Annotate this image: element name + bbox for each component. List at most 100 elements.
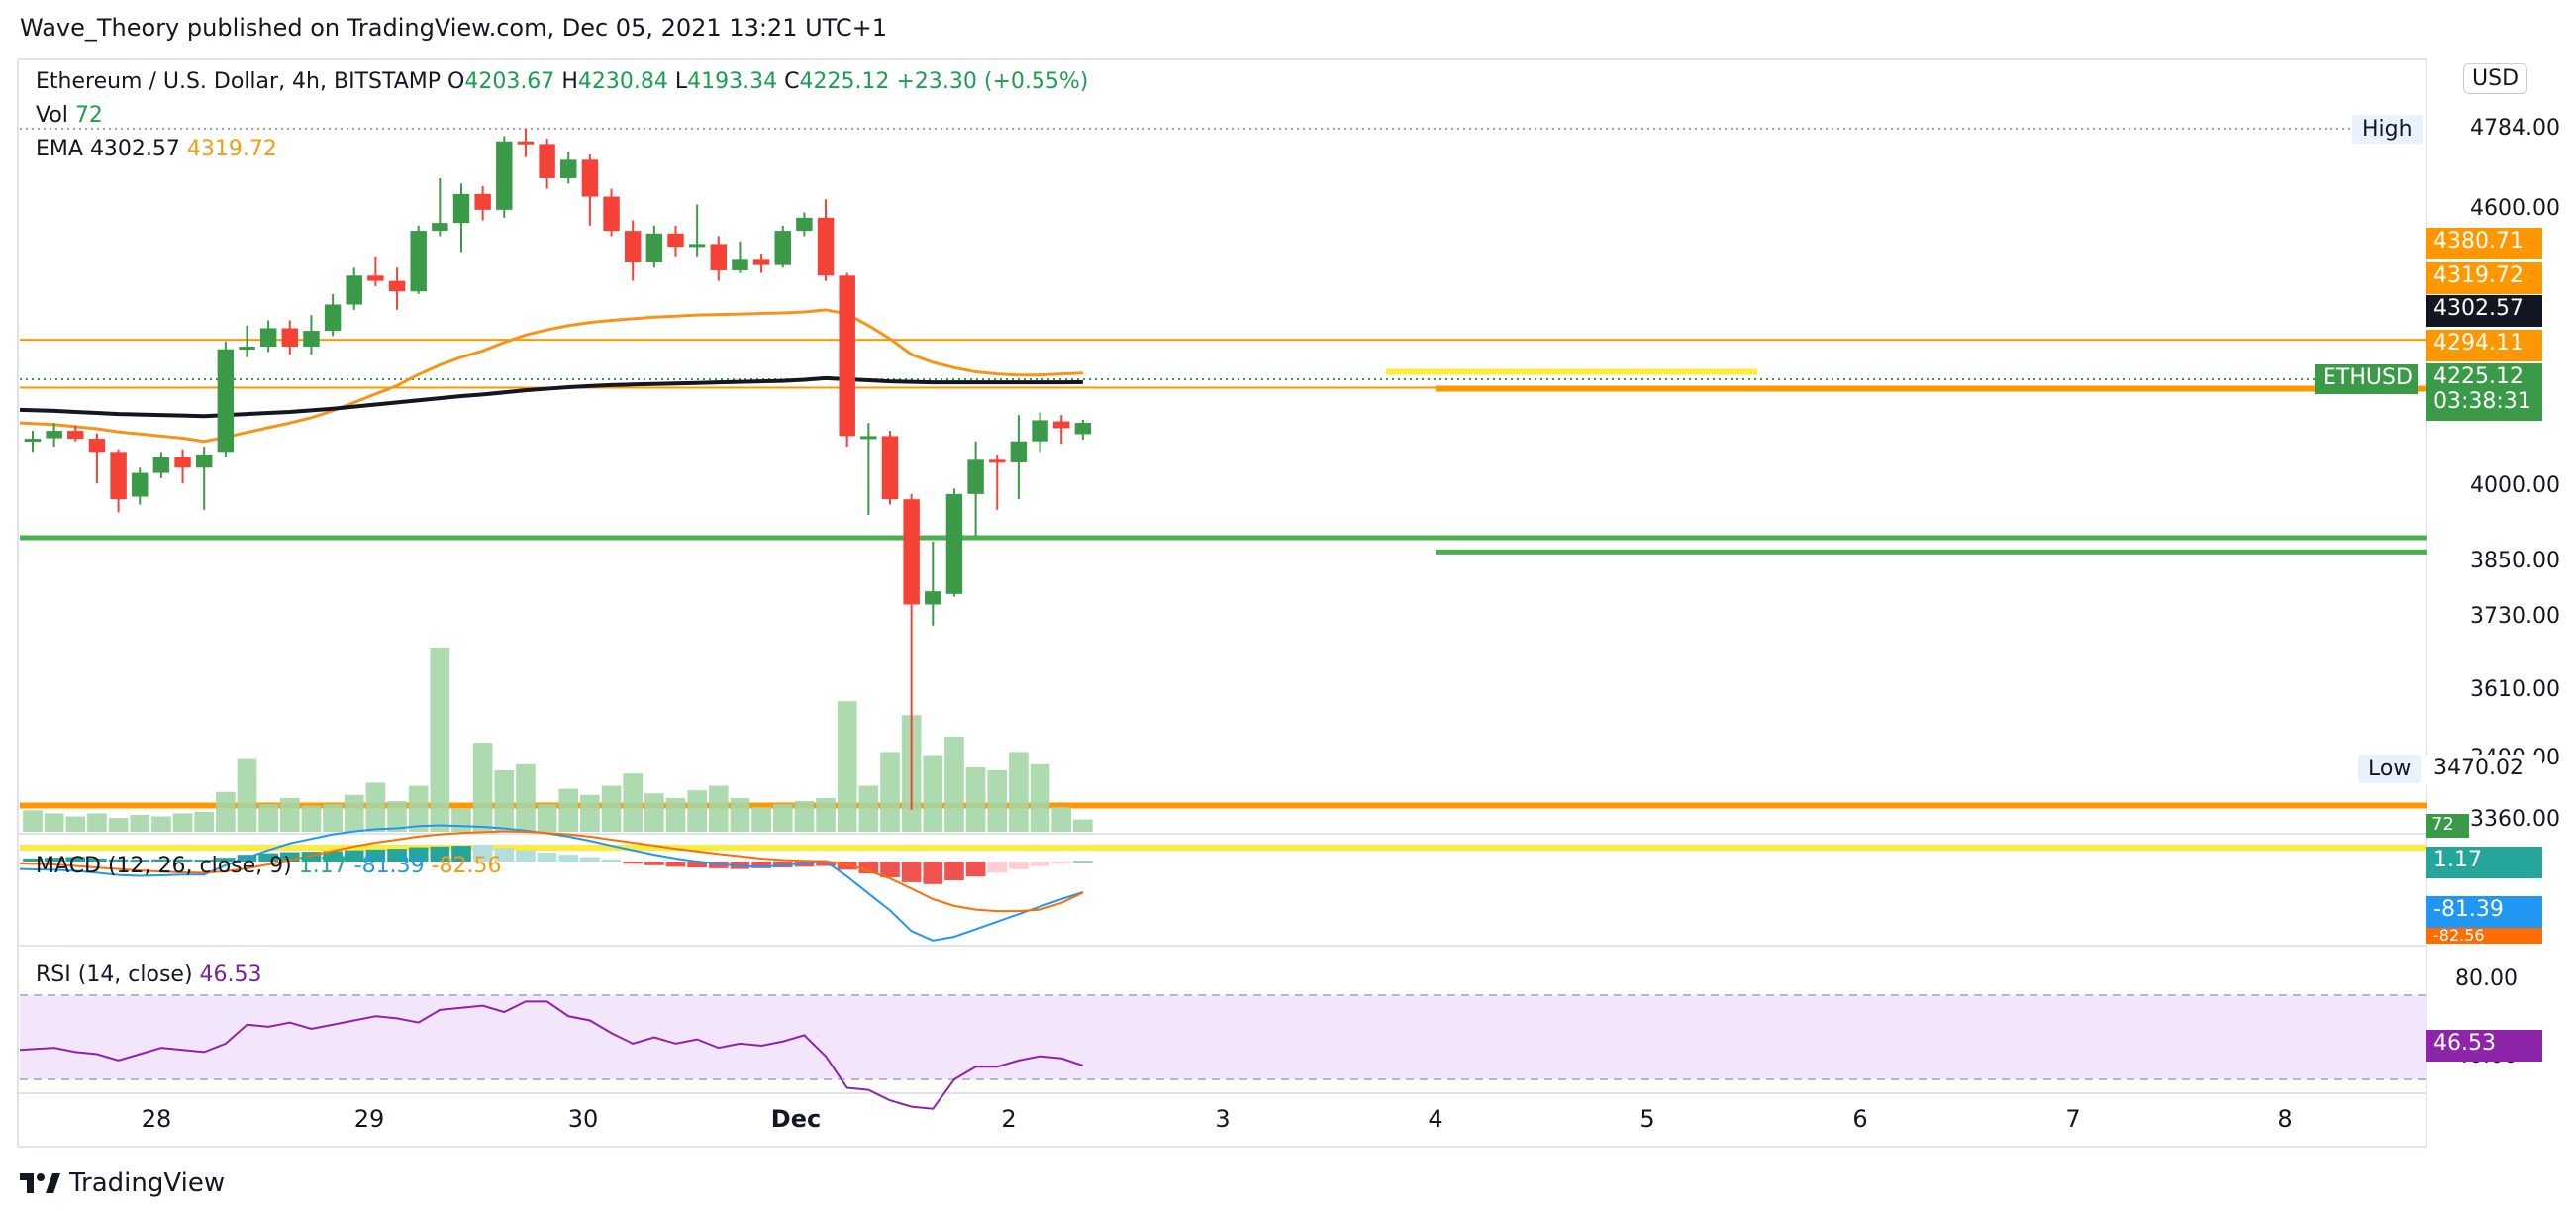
candle-body <box>860 436 877 440</box>
volume-bar <box>644 793 664 832</box>
macd-hist-bar <box>151 859 171 862</box>
volume-bar <box>730 797 750 832</box>
tradingview-logo-icon <box>20 1173 60 1193</box>
low-value: 4193.34 <box>687 69 778 94</box>
volume-bar <box>1051 807 1072 832</box>
volume-bar <box>23 810 43 832</box>
volume-bar <box>816 797 836 832</box>
price-tag-ema-slow: 4302.57 <box>2426 295 2542 327</box>
x-axis-label: 5 <box>1639 1105 1655 1133</box>
open-value: 4203.67 <box>464 69 555 94</box>
candle-body <box>324 304 342 332</box>
candle-body <box>303 331 320 348</box>
candle-body <box>752 259 770 265</box>
low-price-tag: 3470.02 <box>2426 755 2542 784</box>
price-scale-label: 3360.00 <box>2470 807 2560 832</box>
volume-bar <box>344 794 364 832</box>
x-axis-label: 2 <box>1001 1105 1017 1133</box>
macd-hist-bar <box>258 853 278 862</box>
macd-hist-bar <box>558 855 579 862</box>
macd-signal-value: -82.56 <box>431 854 502 878</box>
macd-hist-tag: 1.17 <box>2426 847 2542 878</box>
macd-hist-bar <box>923 862 943 884</box>
high-label: High <box>2352 115 2423 144</box>
candle-body <box>410 231 427 292</box>
footer-brand[interactable]: TradingView <box>20 1168 225 1198</box>
macd-hist-bar <box>623 862 644 864</box>
volume-bar <box>665 797 686 832</box>
volume-bar <box>1009 752 1029 832</box>
volume-bar <box>451 808 471 832</box>
x-axis-label: 6 <box>1852 1105 1868 1133</box>
candle-body <box>1052 421 1070 429</box>
current-price-tag: 4225.12 03:38:31 <box>2426 363 2542 421</box>
candle-body <box>132 472 149 497</box>
price-tag-4380: 4380.71 <box>2426 228 2542 259</box>
price-tag-4294: 4294.11 <box>2426 330 2542 361</box>
candle-body <box>174 457 191 468</box>
volume-bar <box>751 807 771 832</box>
macd-hist-bar <box>794 862 815 867</box>
macd-signal-tag: -82.56 <box>2426 928 2542 944</box>
rsi-tag: 46.53 <box>2426 1030 2542 1062</box>
candle-body <box>688 244 706 248</box>
vol-label: Vol <box>36 103 68 128</box>
candle-body <box>839 275 855 437</box>
candle-body <box>46 431 62 439</box>
candle-body <box>945 493 963 594</box>
macd-hist-bar <box>816 862 836 866</box>
price-scale-label: 3610.00 <box>2470 677 2560 702</box>
vol-value: 72 <box>74 103 103 128</box>
brand-name: TradingView <box>69 1168 226 1198</box>
candle-body <box>367 275 384 281</box>
candle-body <box>925 591 941 605</box>
candle-body <box>967 459 984 494</box>
macd-hist-bar <box>323 851 343 862</box>
x-axis-label: 28 <box>141 1105 172 1133</box>
volume-bar <box>923 755 943 832</box>
macd-label: MACD (12, 26, close, 9) <box>36 854 292 878</box>
volume-bar <box>837 701 857 832</box>
symbol-tag: ETHUSD <box>2315 364 2418 394</box>
close-label: C <box>784 69 800 94</box>
volume-bar <box>558 788 579 832</box>
volume-bar <box>858 785 879 832</box>
macd-hist-bar <box>1030 862 1050 866</box>
volume-bar <box>44 813 64 832</box>
publisher-header: Wave_Theory published on TradingView.com… <box>20 14 888 42</box>
candle-body <box>903 499 920 605</box>
candle-body <box>474 193 491 210</box>
currency-button[interactable]: USD <box>2463 63 2528 94</box>
volume-bar <box>880 752 900 832</box>
candle-body <box>432 223 448 232</box>
macd-hist-bar <box>494 848 515 862</box>
rsi-legend: RSI (14, close) 46.53 <box>36 963 262 987</box>
candle-body <box>732 259 748 270</box>
volume-bar <box>172 813 193 832</box>
candle-body <box>624 231 642 263</box>
candle-body <box>989 459 1006 463</box>
macd-hist-bar <box>344 850 364 862</box>
macd-hist-bar <box>858 862 879 874</box>
macd-hist-bar <box>880 862 900 877</box>
volume-bar <box>708 785 729 832</box>
volume-bar <box>965 766 986 832</box>
symbol-name: Ethereum / U.S. Dollar, 4h, BITSTAMP <box>36 69 441 94</box>
candle-body <box>452 193 470 224</box>
low-label: Low <box>2358 755 2422 783</box>
volume-bar <box>1030 763 1050 832</box>
candle-body <box>710 244 728 270</box>
ema-slow-line <box>19 375 1083 419</box>
rsi-band <box>20 995 2427 1079</box>
price-scale-label: 4000.00 <box>2470 473 2560 498</box>
macd-hist-bar <box>1073 861 1093 863</box>
volume-bar <box>323 804 343 832</box>
macd-hist-bar <box>708 862 729 868</box>
x-axis-label: 4 <box>1428 1105 1443 1133</box>
macd-hist-bar <box>516 850 536 862</box>
macd-hist-bar <box>87 858 107 862</box>
x-axis-label: 29 <box>353 1105 385 1133</box>
vol-tag: 72 <box>2426 814 2469 838</box>
volume-bar <box>216 791 236 832</box>
